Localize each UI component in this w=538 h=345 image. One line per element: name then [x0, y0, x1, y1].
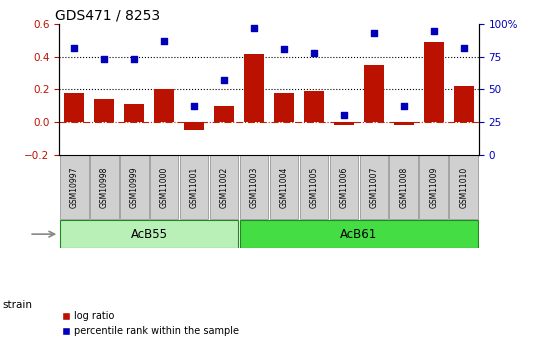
Bar	[214, 106, 234, 122]
Point	[459, 45, 468, 50]
FancyBboxPatch shape	[449, 155, 478, 219]
Point	[339, 113, 348, 118]
FancyBboxPatch shape	[90, 155, 118, 219]
Bar	[304, 91, 324, 122]
FancyBboxPatch shape	[210, 155, 238, 219]
Text: AcB55: AcB55	[131, 228, 168, 240]
FancyBboxPatch shape	[150, 155, 179, 219]
Bar	[454, 86, 473, 122]
FancyBboxPatch shape	[239, 220, 478, 248]
Point	[429, 28, 438, 33]
Bar	[65, 93, 84, 122]
Point	[100, 57, 109, 62]
Point	[370, 30, 378, 36]
FancyBboxPatch shape	[390, 155, 418, 219]
FancyBboxPatch shape	[300, 155, 328, 219]
Text: strain: strain	[3, 300, 33, 310]
Point	[190, 104, 199, 109]
Point	[250, 25, 258, 31]
Bar	[185, 122, 204, 130]
FancyBboxPatch shape	[60, 220, 238, 248]
FancyBboxPatch shape	[120, 155, 148, 219]
Bar	[394, 122, 414, 125]
FancyBboxPatch shape	[270, 155, 299, 219]
FancyBboxPatch shape	[180, 155, 208, 219]
FancyBboxPatch shape	[420, 155, 448, 219]
Text: GSM11008: GSM11008	[399, 167, 408, 208]
Bar	[124, 104, 144, 122]
Point	[310, 50, 318, 56]
FancyBboxPatch shape	[359, 155, 388, 219]
Text: GSM10997: GSM10997	[69, 167, 79, 208]
Point	[70, 45, 79, 50]
Point	[280, 46, 288, 52]
Text: GSM11006: GSM11006	[339, 167, 349, 208]
Point	[160, 38, 168, 44]
Point	[400, 104, 408, 109]
Text: AcB61: AcB61	[341, 228, 378, 240]
Bar	[364, 65, 384, 122]
Text: GSM11002: GSM11002	[220, 167, 229, 208]
FancyBboxPatch shape	[239, 155, 268, 219]
Text: GSM10999: GSM10999	[130, 167, 139, 208]
Text: GSM11003: GSM11003	[250, 167, 259, 208]
Point	[220, 78, 228, 83]
FancyBboxPatch shape	[60, 155, 89, 219]
Text: GSM11009: GSM11009	[429, 167, 438, 208]
Bar	[94, 99, 114, 122]
FancyBboxPatch shape	[330, 155, 358, 219]
Point	[130, 57, 138, 62]
Text: GSM10998: GSM10998	[100, 167, 109, 208]
Text: GDS471 / 8253: GDS471 / 8253	[55, 9, 160, 23]
Text: GSM11000: GSM11000	[160, 167, 168, 208]
Text: GSM11001: GSM11001	[189, 167, 199, 208]
Text: GSM11005: GSM11005	[309, 167, 318, 208]
Text: GSM11010: GSM11010	[459, 167, 469, 208]
Bar	[244, 53, 264, 122]
Text: GSM11007: GSM11007	[370, 167, 378, 208]
Bar	[424, 42, 444, 122]
Bar	[154, 89, 174, 122]
Bar	[334, 122, 353, 125]
Bar	[274, 93, 294, 122]
Legend: log ratio, percentile rank within the sample: log ratio, percentile rank within the sa…	[59, 307, 243, 340]
Text: GSM11004: GSM11004	[279, 167, 288, 208]
